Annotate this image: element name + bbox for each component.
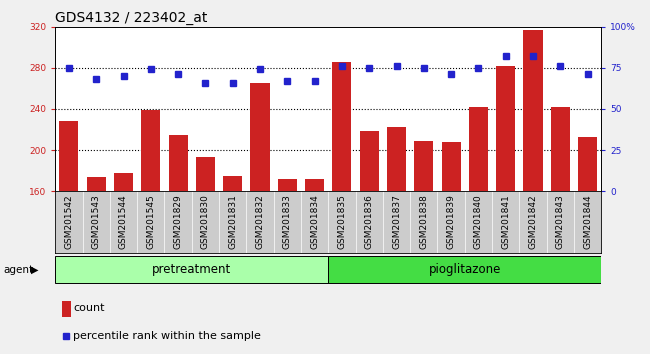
Text: GSM201832: GSM201832 (255, 194, 265, 249)
Bar (168, 135, 188, 191)
Text: GSM201836: GSM201836 (365, 194, 374, 249)
Text: percentile rank within the sample: percentile rank within the sample (73, 331, 261, 341)
Text: ▶: ▶ (31, 265, 39, 275)
Text: GSM201842: GSM201842 (528, 194, 538, 249)
Text: GSM201830: GSM201830 (201, 194, 210, 249)
Bar (441, 142, 461, 191)
Bar (523, 30, 543, 191)
Bar (114, 173, 133, 191)
Bar (62, 301, 71, 317)
Text: GDS4132 / 223402_at: GDS4132 / 223402_at (55, 11, 207, 25)
Bar (196, 157, 215, 191)
Text: GSM201841: GSM201841 (501, 194, 510, 249)
Text: GSM201543: GSM201543 (92, 194, 101, 249)
Text: GSM201838: GSM201838 (419, 194, 428, 249)
Text: GSM201542: GSM201542 (64, 194, 73, 249)
Bar (414, 141, 434, 191)
Text: GSM201829: GSM201829 (174, 194, 183, 249)
Text: pretreatment: pretreatment (152, 263, 231, 276)
Bar (141, 110, 161, 191)
Text: GSM201545: GSM201545 (146, 194, 155, 249)
Bar (578, 137, 597, 191)
Bar (332, 62, 352, 191)
Bar (496, 65, 515, 191)
Text: count: count (73, 303, 105, 313)
Bar (223, 176, 242, 191)
Text: GSM201839: GSM201839 (447, 194, 456, 249)
Text: GSM201837: GSM201837 (392, 194, 401, 249)
Text: GSM201831: GSM201831 (228, 194, 237, 249)
Text: GSM201833: GSM201833 (283, 194, 292, 249)
Text: GSM201834: GSM201834 (310, 194, 319, 249)
Bar (59, 121, 79, 191)
Text: GSM201844: GSM201844 (583, 194, 592, 249)
Bar (387, 127, 406, 191)
Bar (86, 177, 106, 191)
Text: GSM201835: GSM201835 (337, 194, 346, 249)
Bar (359, 131, 379, 191)
Text: GSM201843: GSM201843 (556, 194, 565, 249)
Bar (55, 256, 328, 284)
Bar (250, 83, 270, 191)
Text: GSM201840: GSM201840 (474, 194, 483, 249)
Bar (328, 256, 601, 284)
Bar (469, 107, 488, 191)
Bar (278, 179, 297, 191)
Text: pioglitazone: pioglitazone (428, 263, 501, 276)
Text: agent: agent (3, 265, 33, 275)
Text: GSM201544: GSM201544 (119, 194, 128, 249)
Bar (305, 179, 324, 191)
Bar (551, 107, 570, 191)
